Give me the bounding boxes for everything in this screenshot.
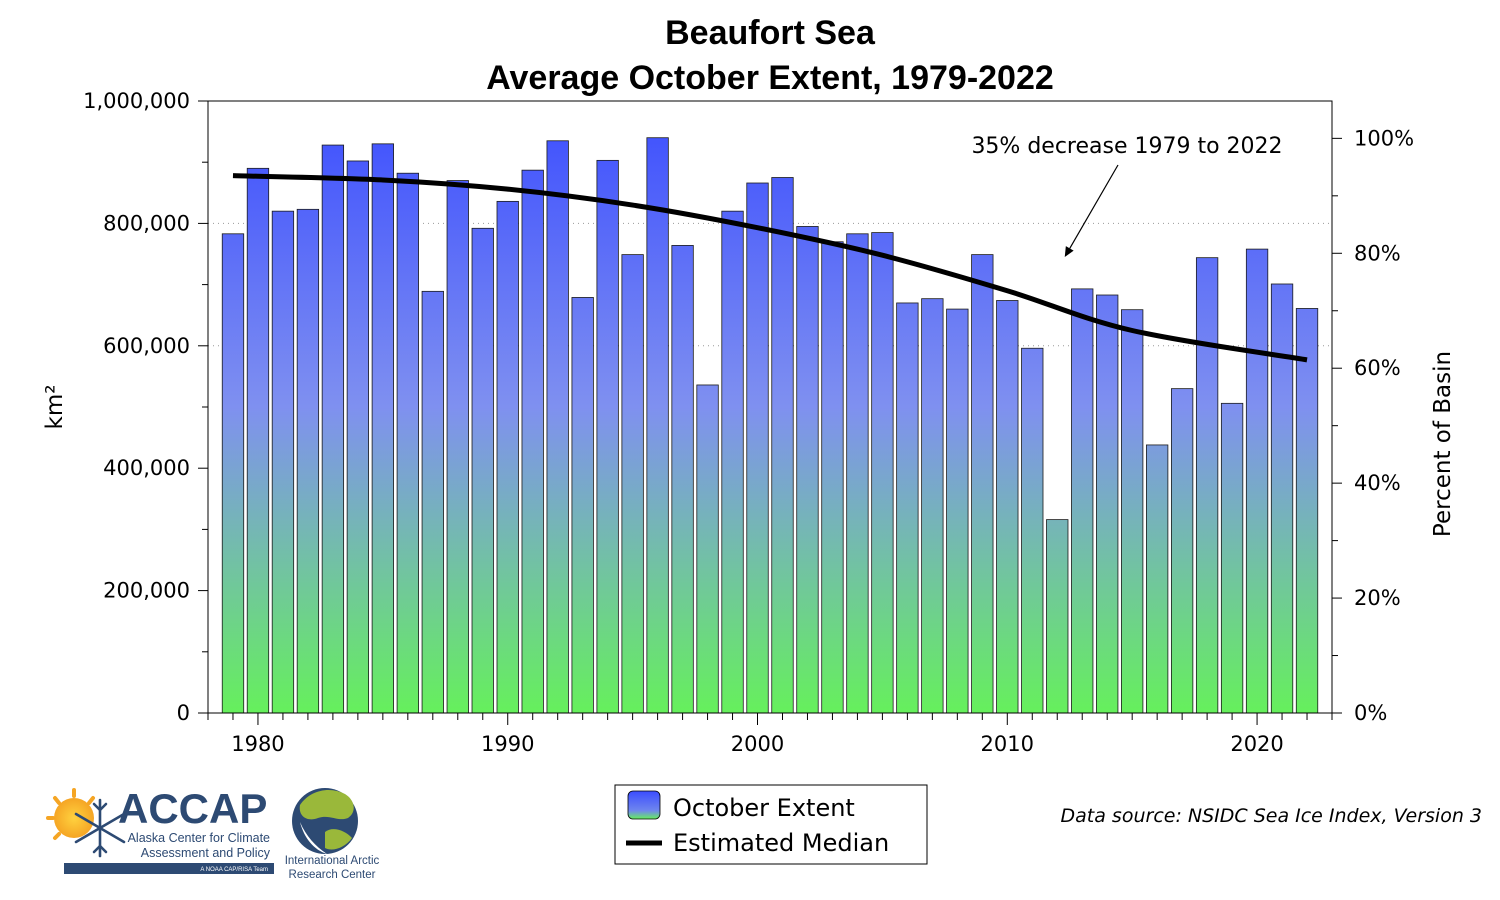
snowflake-icon <box>74 798 126 858</box>
annotation-arrowhead <box>1064 246 1074 258</box>
iarc-logo: International Arctic Research Center <box>285 788 380 881</box>
median-series <box>232 173 1308 363</box>
y2-tick-label: 80% <box>1354 241 1401 265</box>
bar-2003 <box>821 241 844 714</box>
bar-1993 <box>571 297 594 714</box>
accap-logo: ACCAP Alaska Center for Climate Assessme… <box>46 785 274 874</box>
sun-icon <box>46 788 95 840</box>
bar-2020 <box>1245 248 1269 714</box>
y2-tick-label: 100% <box>1354 126 1414 150</box>
legend: October Extent Estimated Median <box>614 784 928 865</box>
chart-title-line2: Average October Extent, 1979-2022 <box>486 59 1054 97</box>
x-tick-label: 1980 <box>231 732 284 756</box>
bar-1980 <box>246 167 270 714</box>
bar-1995 <box>621 254 644 714</box>
bar-1982 <box>296 208 320 714</box>
bar-1991 <box>521 169 544 714</box>
legend-label-estimated-median: Estimated Median <box>673 829 889 857</box>
accap-tag: A NOAA CAP/RISA Team <box>200 867 268 873</box>
bar-1984 <box>346 160 370 714</box>
bar-2004 <box>846 233 869 714</box>
y2-tick-label: 20% <box>1354 586 1401 610</box>
chart-title-line1: Beaufort Sea <box>665 14 876 52</box>
bar-1989 <box>471 227 494 714</box>
bar-2012 <box>1046 519 1069 714</box>
annotation-arrow <box>1069 164 1119 249</box>
y2-axis-label: Percent of Basin <box>1430 351 1456 537</box>
globe-icon <box>292 788 358 854</box>
bar-1983 <box>321 144 345 714</box>
bar-1999 <box>721 210 744 714</box>
bar-2016 <box>1146 444 1169 714</box>
bar-2007 <box>921 298 944 714</box>
bar-1979 <box>221 233 245 714</box>
y2-tick-label: 40% <box>1354 471 1401 495</box>
y-tick-label: 0 <box>177 701 190 725</box>
x-axis: 1980 1990 2000 2010 2020 <box>207 713 1333 756</box>
y-axis-left: 0 200,000 400,000 600,000 800,000 1,000,000 <box>83 89 208 725</box>
x-tick-label: 2010 <box>981 732 1034 756</box>
accap-tag-bar <box>64 863 274 874</box>
bar-2022 <box>1295 308 1319 714</box>
bar-2005 <box>871 232 894 714</box>
data-source-note: Data source: NSIDC Sea Ice Index, Versio… <box>1061 805 1482 827</box>
legend-label-october-extent: October Extent <box>673 794 855 822</box>
bar-2000 <box>746 182 769 714</box>
bar-2009 <box>971 254 994 714</box>
bar-1988 <box>446 180 469 714</box>
bar-2010 <box>996 300 1019 714</box>
bar-1994 <box>596 159 619 714</box>
y2-tick-label: 60% <box>1354 356 1401 380</box>
bar-2002 <box>796 226 819 714</box>
bar-1990 <box>496 200 519 714</box>
iarc-line1: International Arctic <box>285 855 380 867</box>
legend-swatch-october-extent <box>627 790 661 820</box>
accap-line2: Assessment and Policy <box>141 846 271 860</box>
bar-2006 <box>896 302 919 714</box>
bar-2014 <box>1096 294 1119 714</box>
bar-2018 <box>1195 257 1219 714</box>
x-tick-label: 2020 <box>1230 732 1283 756</box>
bar-2013 <box>1071 288 1094 714</box>
y-tick-label: 400,000 <box>103 456 190 480</box>
y-tick-label: 200,000 <box>103 579 190 603</box>
median-line <box>232 173 1308 363</box>
bar-1996 <box>646 137 669 714</box>
y-tick-label: 800,000 <box>103 211 190 235</box>
accap-line1: Alaska Center for Climate <box>128 831 270 845</box>
bar-1998 <box>696 384 719 714</box>
bar-1992 <box>546 140 569 714</box>
x-tick-label: 2000 <box>731 732 784 756</box>
bar-1997 <box>671 245 694 714</box>
iarc-line2: Research Center <box>289 869 376 881</box>
y-tick-label: 600,000 <box>103 334 190 358</box>
bar-2017 <box>1170 388 1194 714</box>
bar-2008 <box>946 308 969 714</box>
bar-2001 <box>771 177 794 714</box>
accap-name: ACCAP <box>118 785 267 832</box>
bar-1986 <box>396 172 419 714</box>
bar-1981 <box>271 210 295 714</box>
y2-tick-label: 0% <box>1354 701 1387 725</box>
y-axis-label: km² <box>42 385 68 430</box>
bar-2015 <box>1121 309 1144 714</box>
legend-box <box>614 784 928 865</box>
bar-2011 <box>1021 347 1044 714</box>
y-axis-right: 0% 20% 40% 60% 80% 100% <box>1332 126 1414 725</box>
bar-1985 <box>371 143 394 714</box>
bar-1987 <box>421 290 444 714</box>
bar-2021 <box>1270 283 1294 714</box>
bar-2019 <box>1220 402 1244 714</box>
bars <box>221 137 1319 714</box>
x-tick-label: 1990 <box>481 732 534 756</box>
annotation-text: 35% decrease 1979 to 2022 <box>971 134 1282 159</box>
y-tick-label: 1,000,000 <box>83 89 190 113</box>
